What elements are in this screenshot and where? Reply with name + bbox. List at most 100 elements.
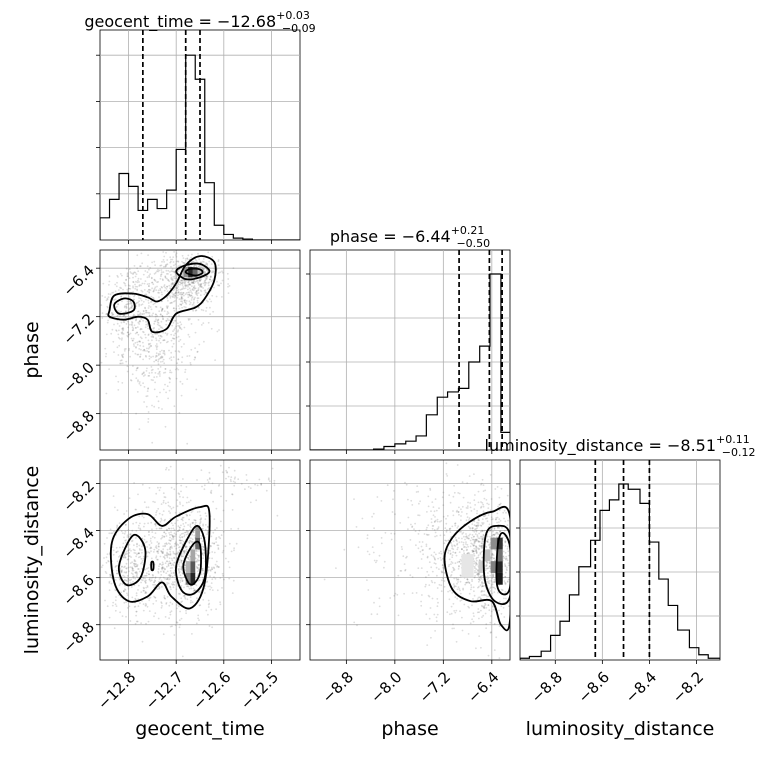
sample-point xyxy=(181,579,184,582)
sample-point xyxy=(200,543,203,546)
sample-point xyxy=(463,546,465,548)
sample-point xyxy=(171,575,174,578)
sample-point xyxy=(176,289,179,292)
sample-point xyxy=(207,284,210,287)
sample-point xyxy=(124,524,127,526)
sample-point xyxy=(221,296,223,298)
sample-point xyxy=(148,578,151,581)
sample-point xyxy=(456,464,459,466)
sample-point xyxy=(182,532,185,535)
sample-point xyxy=(135,610,138,613)
sample-point xyxy=(162,317,164,320)
sample-point xyxy=(105,392,108,395)
sample-point xyxy=(139,319,141,322)
sample-point xyxy=(139,320,142,323)
sample-point xyxy=(167,501,170,504)
sample-point xyxy=(196,299,199,302)
sample-point xyxy=(169,378,172,380)
sample-point xyxy=(150,276,153,279)
sample-point xyxy=(112,601,115,604)
sample-point xyxy=(480,501,482,503)
sample-point xyxy=(207,300,209,303)
sample-point xyxy=(353,498,355,500)
sample-point xyxy=(181,572,184,575)
sample-point xyxy=(215,295,218,298)
sample-point xyxy=(451,554,454,556)
sample-point xyxy=(159,334,162,337)
sample-point xyxy=(183,551,186,554)
sample-point xyxy=(162,259,165,261)
sample-point xyxy=(434,558,436,561)
sample-point xyxy=(434,535,436,538)
sample-point xyxy=(435,535,438,537)
sample-point xyxy=(175,377,178,380)
sample-point xyxy=(184,262,186,265)
sample-point xyxy=(106,321,109,324)
sample-point xyxy=(184,259,187,262)
sample-point xyxy=(417,490,420,493)
sample-point xyxy=(373,527,375,530)
sample-point xyxy=(186,585,189,588)
sample-point xyxy=(176,505,179,508)
sample-point xyxy=(134,597,137,600)
sample-point xyxy=(415,592,418,594)
panel-frame xyxy=(99,249,301,451)
sample-point xyxy=(494,488,497,490)
sample-point xyxy=(181,300,184,303)
sample-point xyxy=(475,528,477,530)
sample-point xyxy=(189,529,191,531)
sample-point xyxy=(489,621,492,624)
sample-point xyxy=(136,285,139,288)
sample-point xyxy=(118,577,121,580)
sample-point xyxy=(437,557,439,560)
sample-point xyxy=(454,551,457,554)
density-cell xyxy=(496,572,503,585)
sample-point xyxy=(201,548,204,550)
sample-point xyxy=(197,554,200,557)
sample-point xyxy=(133,298,135,301)
sample-point xyxy=(488,561,491,564)
panel-luminosity-distance-vs-geocent-time: −8.8−8.6−8.4−8.2 −12.8 −12.7 −12.6 −12.5 xyxy=(60,459,301,713)
sample-point xyxy=(199,264,202,267)
sample-point xyxy=(168,319,171,322)
sample-point xyxy=(170,588,172,591)
sample-point xyxy=(162,499,165,502)
sample-point xyxy=(201,567,204,570)
sample-point xyxy=(134,287,137,290)
sample-point xyxy=(118,289,120,291)
sample-point xyxy=(183,294,185,297)
sample-point xyxy=(186,442,189,445)
sample-point xyxy=(182,262,185,264)
sample-point xyxy=(147,418,150,420)
sample-point xyxy=(148,531,151,533)
sample-point xyxy=(121,569,123,572)
sample-point xyxy=(194,519,197,522)
sample-point xyxy=(169,369,172,372)
sample-point xyxy=(118,546,121,549)
sample-point xyxy=(256,484,259,487)
panel-phase-histogram: phase = −6.44+0.21 −0.50 xyxy=(306,224,511,454)
sample-point xyxy=(114,589,117,591)
sample-point xyxy=(481,585,484,587)
sample-point xyxy=(481,590,484,593)
sample-point xyxy=(181,293,184,296)
sample-point xyxy=(167,574,170,577)
sample-point xyxy=(169,546,172,549)
sample-point xyxy=(185,585,188,588)
sample-point xyxy=(195,293,198,295)
sample-point xyxy=(164,277,167,279)
sample-point xyxy=(187,284,190,287)
sample-point xyxy=(424,585,427,588)
sample-point xyxy=(128,347,131,350)
sample-point xyxy=(138,314,140,316)
sample-point xyxy=(468,537,470,540)
sample-point xyxy=(173,271,176,273)
sample-point xyxy=(179,623,181,626)
sample-point xyxy=(130,272,133,275)
sample-point xyxy=(137,552,140,554)
sample-point xyxy=(196,560,198,562)
x-tick-label: −8.2 xyxy=(669,668,707,706)
sample-point xyxy=(160,320,163,323)
sample-point xyxy=(200,518,203,521)
sample-point xyxy=(213,551,216,554)
